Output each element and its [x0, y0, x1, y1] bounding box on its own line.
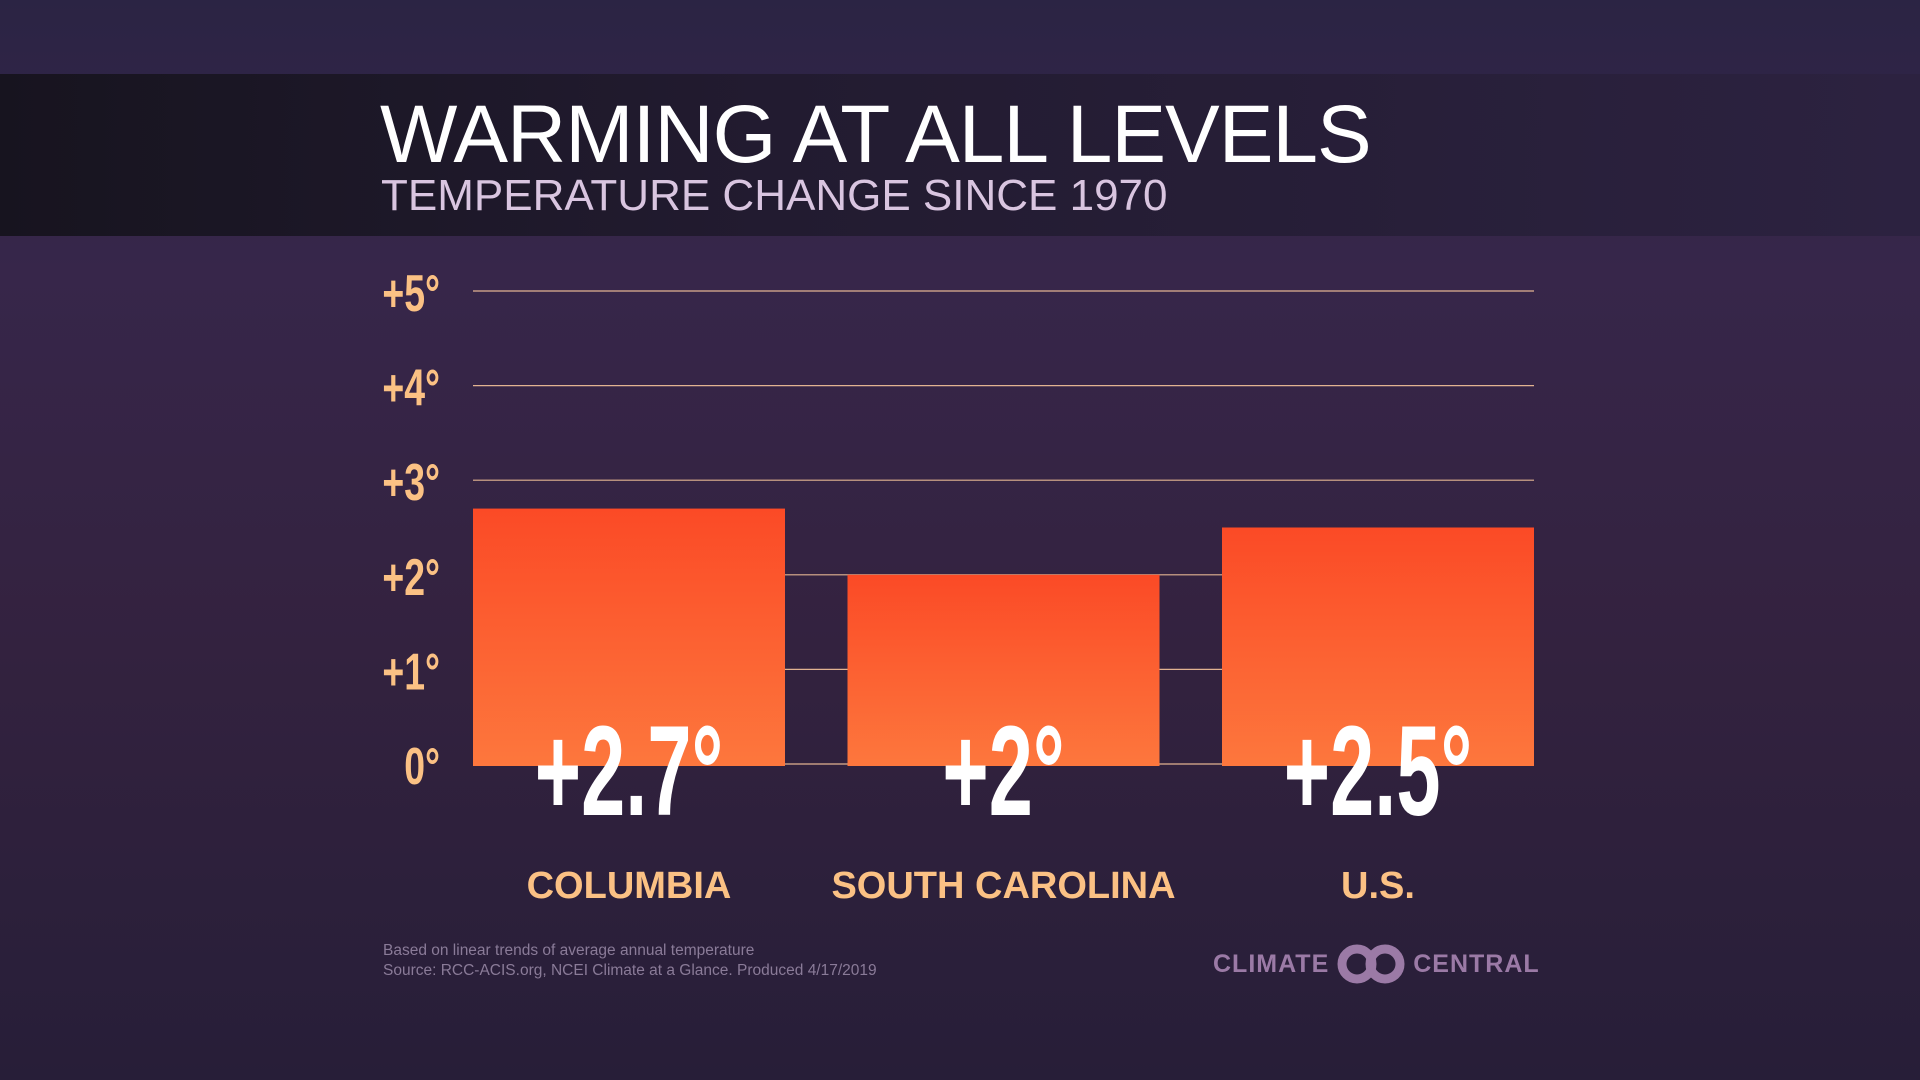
y-tick-label: +4° — [382, 359, 440, 418]
y-tick-label: 0° — [404, 737, 440, 796]
chart-subtitle: TEMPERATURE CHANGE SINCE 1970 — [381, 171, 1168, 220]
logo-text-left: CLIMATE — [1213, 949, 1330, 978]
x-category-label: SOUTH CAROLINA — [831, 865, 1175, 907]
y-tick-label: +5° — [382, 264, 440, 323]
footer-source: Source: RCC-ACIS.org, NCEI Climate at a … — [383, 962, 877, 979]
y-tick-label: +1° — [382, 642, 440, 701]
x-category-label: U.S. — [1341, 865, 1415, 907]
x-category-label: COLUMBIA — [527, 865, 732, 907]
y-tick-label: +3° — [382, 453, 440, 512]
bar — [1222, 527, 1534, 766]
logo-rings-icon — [1337, 944, 1405, 984]
header-band: WARMING AT ALL LEVELS TEMPERATURE CHANGE… — [0, 74, 1920, 236]
footer-notes: Based on linear trends of average annual… — [383, 941, 877, 981]
logo-text-right: CENTRAL — [1413, 949, 1540, 978]
bar-value-label: +2° — [942, 700, 1064, 843]
y-tick-label: +2° — [382, 548, 440, 607]
bar-value-label: +2.7° — [535, 700, 723, 843]
climate-central-logo: CLIMATE CENTRAL — [1213, 944, 1540, 984]
bar-value-label: +2.5° — [1284, 700, 1472, 843]
chart-title: WARMING AT ALL LEVELS — [380, 89, 1372, 180]
bar — [847, 574, 1160, 766]
bar — [473, 508, 785, 766]
footer-note: Based on linear trends of average annual… — [383, 942, 755, 959]
